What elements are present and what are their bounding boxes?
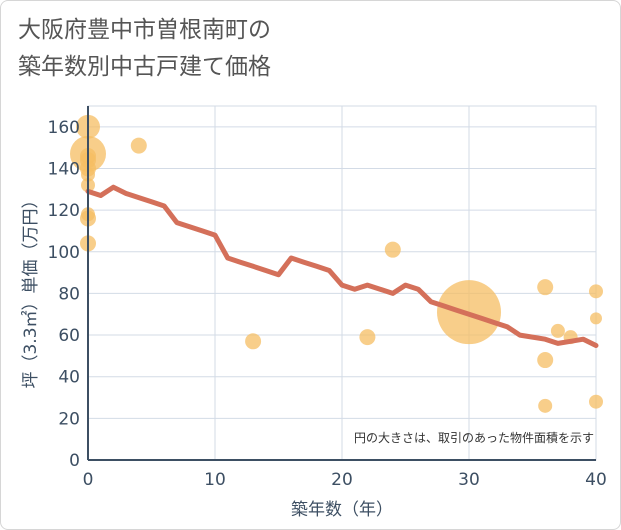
x-axis-label: 築年数（年） [291,500,393,520]
trend-line [85,184,599,348]
y-tick-label: 20 [58,409,80,429]
scatter-point [550,323,565,338]
chart-title: 大阪府豊中市曽根南町の 築年数別中古戸建て価格 [18,17,271,80]
trend-layer [85,184,599,348]
y-tick-label: 80 [58,284,80,304]
y-tick-label: 0 [69,451,80,471]
y-tick-label: 140 [48,159,80,179]
y-axis-label: 坪（3.3㎡）単価（万円） [21,191,41,388]
scatter-point [538,398,553,413]
y-tick-label: 160 [48,118,80,138]
scatter-point [384,241,401,258]
x-tick-label: 10 [204,470,226,490]
scatter-point [589,394,603,409]
scatter-point [537,279,554,296]
y-tick-label: 60 [58,326,80,346]
x-tick-label: 0 [83,470,94,490]
y-tick-label: 100 [48,243,80,263]
scatter-layer [70,114,603,413]
x-tick-label: 20 [331,470,353,490]
scatter-point [537,352,554,369]
grid-layer [87,105,597,461]
scatter-point [245,333,262,350]
x-tick-label: 40 [585,470,607,490]
scatter-point [130,137,147,154]
x-tick-label: 30 [458,470,480,490]
y-tick-label: 40 [58,368,80,388]
y-tick-label: 120 [48,201,80,221]
size-note: 円の大きさは、取引のあった物件面積を示す [354,430,594,445]
tick-layer: 0 20 40 60 80 100 120 140 160 0 10 20 30 40 [48,118,607,490]
scatter-point [359,329,376,346]
axis-layer [87,106,596,461]
scatter-point [589,284,603,299]
scatter-point [590,312,602,325]
